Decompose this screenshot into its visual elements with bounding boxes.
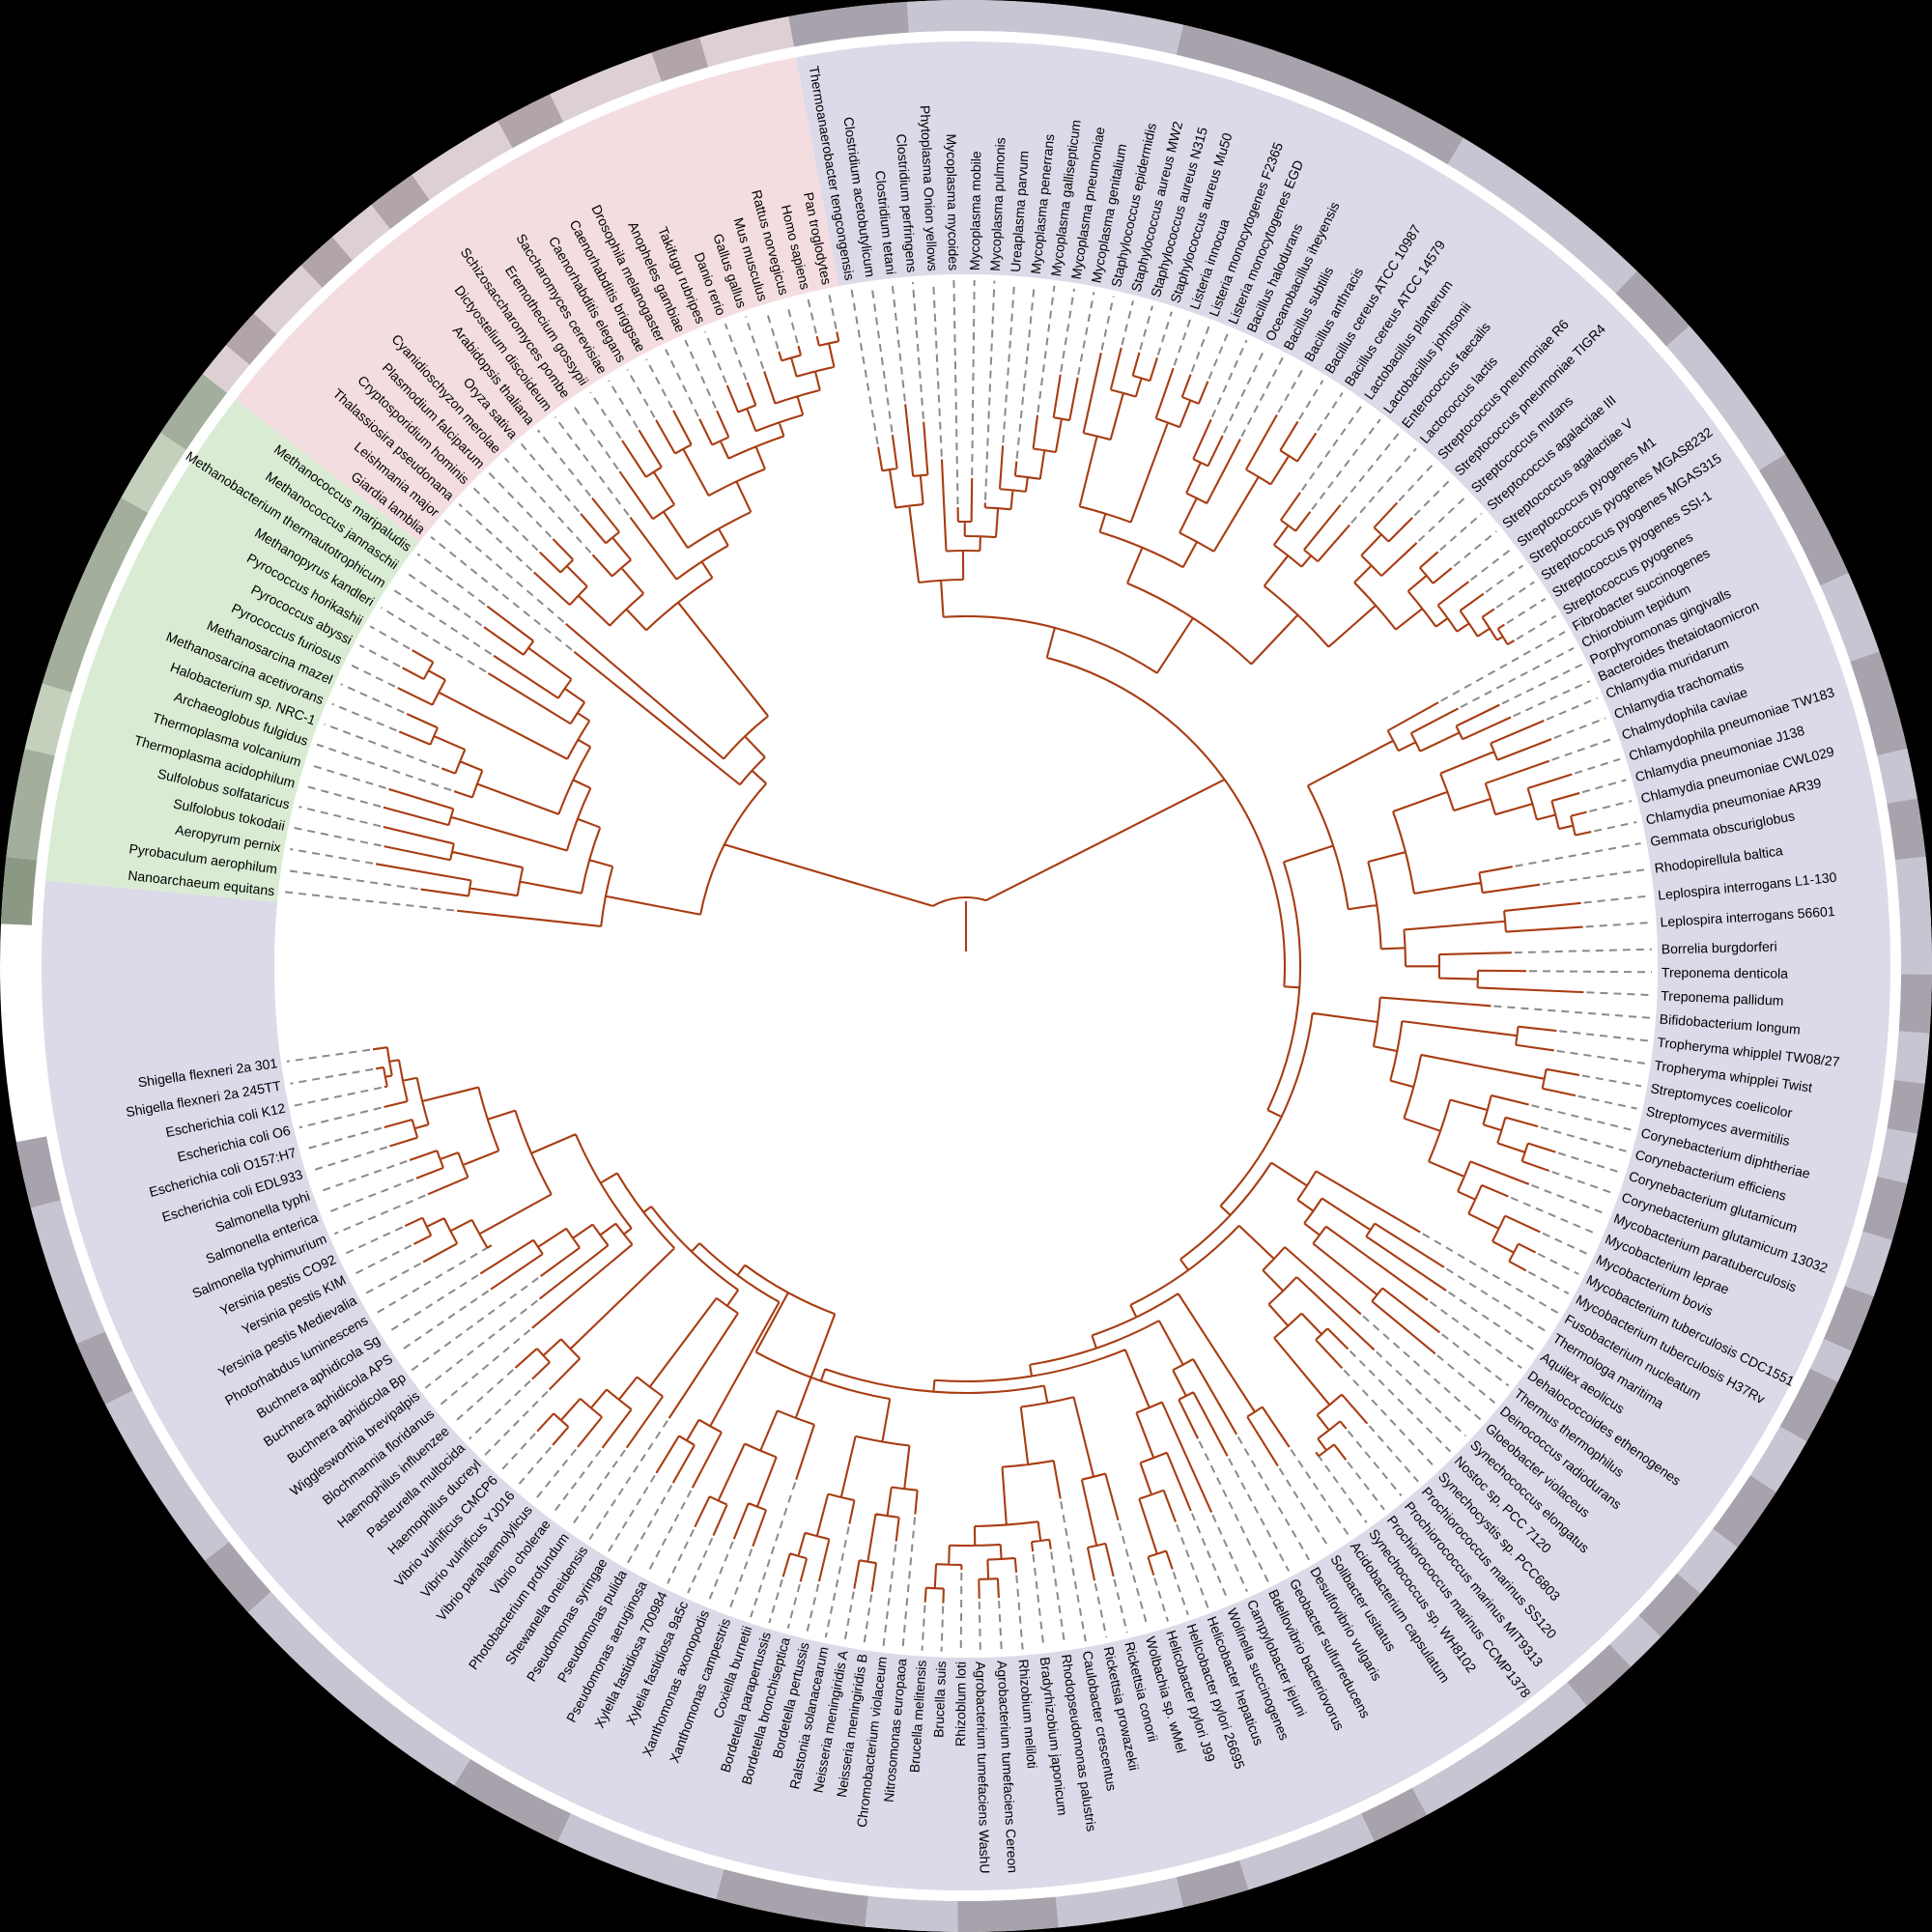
svg-text:Mycoplasma pulmonis: Mycoplasma pulmonis bbox=[987, 137, 1009, 271]
svg-text:Brucella suis: Brucella suis bbox=[930, 1661, 949, 1738]
svg-text:Treponema pallidum: Treponema pallidum bbox=[1661, 988, 1784, 1009]
svg-text:Mycoplasma mycoides: Mycoplasma mycoides bbox=[944, 133, 962, 270]
svg-text:Rhizoblum loti: Rhizoblum loti bbox=[952, 1662, 969, 1747]
svg-text:Brucella melitensis: Brucella melitensis bbox=[906, 1660, 928, 1774]
svg-text:Borrelia burgdorferi: Borrelia burgdorferi bbox=[1662, 938, 1777, 956]
svg-text:Treponema denticola: Treponema denticola bbox=[1662, 964, 1788, 980]
svg-text:Agrobacterium tumefaciens Wash: Agrobacterium tumefaciens WashU bbox=[973, 1662, 993, 1874]
svg-text:Mycoplasma mobile: Mycoplasma mobile bbox=[967, 151, 984, 270]
